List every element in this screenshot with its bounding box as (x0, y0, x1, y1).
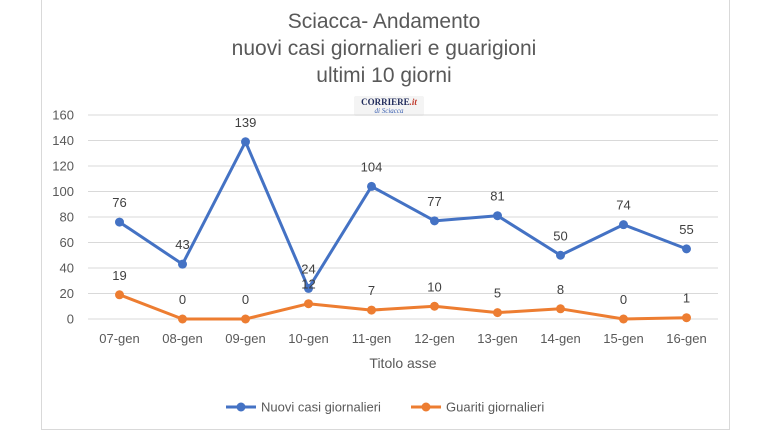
data-point (304, 283, 313, 293)
data-point (619, 314, 628, 324)
x-tick-label: 10-gen (288, 331, 328, 346)
data-point (493, 211, 502, 221)
chart-frame (41, 0, 730, 430)
y-tick-label: 0 (67, 312, 74, 327)
data-point (619, 220, 628, 230)
data-point (178, 314, 187, 324)
x-tick-label: 14-gen (540, 331, 580, 346)
data-point (493, 308, 502, 318)
data-label: 139 (235, 115, 257, 130)
data-label: 7 (368, 283, 375, 298)
x-tick-label: 08-gen (162, 331, 202, 346)
data-label: 55 (679, 222, 693, 237)
data-point (241, 314, 250, 324)
data-point (556, 250, 565, 260)
data-label: 74 (616, 198, 630, 213)
corriere-logo: CORRIERE.it di Sciacca (354, 96, 424, 116)
data-point (682, 313, 691, 323)
data-label: 104 (361, 159, 383, 174)
legend-entry: Guariti giornalieri (446, 400, 544, 415)
data-point (367, 305, 376, 315)
data-point (367, 181, 376, 191)
data-point (430, 301, 439, 311)
data-label: 81 (490, 189, 504, 204)
series-lines (115, 137, 691, 324)
data-label: 5 (494, 286, 501, 301)
data-point (682, 244, 691, 254)
data-label: 19 (112, 268, 126, 283)
legend-entry: Nuovi casi giornalieri (261, 400, 381, 415)
data-label: 43 (175, 237, 189, 252)
data-label: 10 (427, 279, 441, 294)
y-tick-label: 80 (60, 210, 74, 225)
logo-line-1-suffix: .it (409, 97, 417, 107)
data-label: 50 (553, 228, 567, 243)
data-label: 0 (620, 292, 627, 307)
y-tick-label: 140 (52, 133, 74, 148)
data-label: 1 (683, 291, 690, 306)
data-label: 24 (301, 261, 315, 276)
series-line-0 (118, 140, 688, 290)
data-label: 0 (242, 292, 249, 307)
series-line-1 (118, 293, 687, 321)
data-point (556, 304, 565, 314)
x-tick-label: 09-gen (225, 331, 265, 346)
y-tick-label: 120 (52, 159, 74, 174)
legend: Nuovi casi giornalieri Guariti giornalier… (226, 400, 544, 415)
chart-title-line-2: nuovi casi giornalieri e guarigioni (231, 37, 537, 60)
y-tick-label: 60 (60, 235, 74, 250)
x-tick-label: 16-gen (666, 331, 706, 346)
data-point (304, 299, 313, 309)
data-point (178, 259, 187, 269)
chart-title-line-3: ultimi 10 giorni (316, 64, 452, 87)
x-tick-label: 13-gen (477, 331, 517, 346)
data-point (115, 290, 124, 300)
data-point (241, 137, 250, 147)
legend-swatch-marker (236, 402, 246, 412)
data-label: 0 (179, 292, 186, 307)
chart-title-line-1: Sciacca- Andamento (287, 10, 481, 33)
y-tick-labels: 0 20 40 60 80 100 120 140 160 (52, 108, 74, 327)
logo-line-2: di Sciacca (374, 107, 404, 115)
y-tick-label: 40 (60, 261, 74, 276)
data-label: 77 (427, 194, 441, 209)
y-tick-label: 100 (52, 184, 74, 199)
legend-swatch-marker (421, 402, 431, 412)
x-tick-label: 15-gen (603, 331, 643, 346)
x-axis-title: Titolo asse (369, 355, 436, 371)
data-point (115, 217, 124, 227)
data-label: 8 (557, 282, 564, 297)
x-tick-label: 11-gen (352, 331, 392, 346)
data-label: 76 (112, 195, 126, 210)
data-point (430, 216, 439, 226)
data-labels: 76 43 139 24 104 77 81 50 74 55 19 0 0 12 7 10 5 8 0 1 (112, 115, 693, 307)
gridlines (88, 114, 718, 320)
data-label: 12 (301, 277, 315, 292)
x-tick-label: 12-gen (414, 331, 454, 346)
x-tick-label: 07-gen (99, 331, 139, 346)
chart-title: Sciacca- Andamento nuovi casi giornalier… (0, 8, 768, 89)
logo-line-1: CORRIERE (361, 97, 410, 107)
y-tick-label: 20 (60, 286, 74, 301)
x-tick-labels: 07-gen 08-gen 09-gen 10-gen 11-gen 12-gen 13-g… (99, 331, 706, 346)
y-tick-label: 160 (52, 108, 74, 123)
